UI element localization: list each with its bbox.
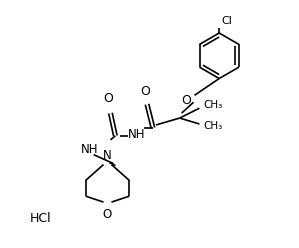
Text: Cl: Cl (221, 16, 232, 26)
Text: NH: NH (81, 143, 99, 156)
Text: O: O (103, 208, 112, 221)
Text: N: N (103, 149, 112, 162)
Text: O: O (140, 85, 150, 98)
Text: CH₃: CH₃ (203, 100, 223, 110)
Text: HCl: HCl (29, 213, 51, 225)
Text: NH: NH (127, 128, 145, 141)
Text: O: O (182, 94, 192, 107)
Text: CH₃: CH₃ (203, 121, 223, 131)
Text: O: O (103, 92, 113, 105)
